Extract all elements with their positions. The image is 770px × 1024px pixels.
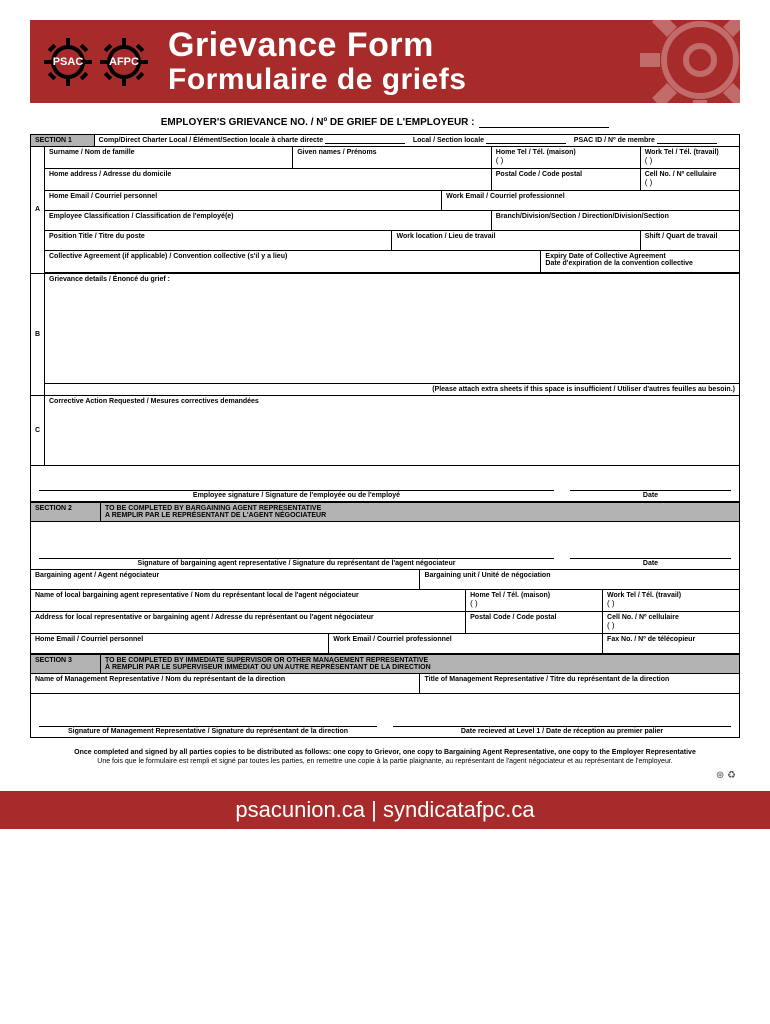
- footer-note: Once completed and signed by all parties…: [30, 748, 740, 766]
- s2-worktel-cell[interactable]: Work Tel / Tél. (travail)( ): [603, 590, 740, 612]
- footer-note-line2: Une fois que le formulaire est rempli et…: [30, 757, 740, 766]
- position-cell[interactable]: Position Title / Titre du poste: [45, 231, 392, 251]
- attach-note: (Please attach extra sheets if this spac…: [45, 384, 740, 396]
- expiry-cell[interactable]: Expiry Date of Collective Agreement Date…: [541, 251, 740, 273]
- section1-label: SECTION 1: [31, 135, 95, 147]
- section3-heading: TO BE COMPLETED BY IMMEDIATE SUPERVISOR …: [101, 655, 740, 674]
- mgmt-date-line[interactable]: Date recieved at Level 1 / Date de récep…: [393, 726, 731, 735]
- s2-homeemail-cell[interactable]: Home Email / Courriel personnel: [31, 634, 329, 654]
- section1b-table: B Grievance details / Énoncé du grief : …: [30, 273, 740, 502]
- s2-cell-cell[interactable]: Cell No. / Nº cellulaire( ): [603, 612, 740, 634]
- corrective-cell[interactable]: Corrective Action Requested / Mesures co…: [45, 396, 740, 466]
- barg-agent-cell[interactable]: Bargaining agent / Agent négociateur: [31, 570, 420, 590]
- barg-sig-line[interactable]: Signature of bargaining agent representa…: [39, 558, 554, 567]
- header-bar: PSAC AFPC Grievance Form Formulaire de g…: [30, 20, 740, 103]
- s2-workemail-cell[interactable]: Work Email / Courriel professionnel: [329, 634, 603, 654]
- workloc-cell[interactable]: Work location / Lieu de travail: [392, 231, 640, 251]
- employer-grievance-label: EMPLOYER'S GRIEVANCE NO. / Nº DE GRIEF D…: [161, 117, 475, 128]
- section1-toprow: Comp/Direct Charter Local / Élément/Sect…: [94, 135, 739, 147]
- logo-area: PSAC AFPC: [42, 36, 150, 88]
- charter-label: Comp/Direct Charter Local / Élément/Sect…: [99, 137, 323, 144]
- empclass-cell[interactable]: Employee Classification / Classification…: [45, 211, 492, 231]
- header-titles: Grievance Form Formulaire de griefs: [168, 28, 466, 95]
- surname-cell[interactable]: Surname / Nom de famille: [45, 147, 293, 169]
- psac-badge: PSAC: [42, 36, 94, 88]
- afpc-badge: AFPC: [98, 36, 150, 88]
- footer-note-line1: Once completed and signed by all parties…: [30, 748, 740, 757]
- postal-cell[interactable]: Postal Code / Code postal: [491, 169, 640, 191]
- cell-cell[interactable]: Cell No. / Nº cellulaire( ): [640, 169, 739, 191]
- homeemail-cell[interactable]: Home Email / Courriel personnel: [45, 191, 442, 211]
- given-cell[interactable]: Given names / Prénoms: [293, 147, 492, 169]
- section2-table: SECTION 2 TO BE COMPLETED BY BARGAINING …: [30, 502, 740, 654]
- grievance-details-cell[interactable]: Grievance details / Énoncé du grief :: [45, 274, 740, 384]
- barg-date-line[interactable]: Date: [570, 558, 731, 567]
- title-en: Grievance Form: [168, 28, 466, 64]
- side-b: B: [31, 274, 45, 396]
- footer-bar: psacunion.ca | syndicatafpc.ca: [0, 791, 770, 829]
- s2-fax-cell[interactable]: Fax No. / Nº de télécopieur: [603, 634, 740, 654]
- title-fr: Formulaire de griefs: [168, 64, 466, 96]
- barg-unit-cell[interactable]: Bargaining unit / Unité de négociation: [420, 570, 740, 590]
- workemail-cell[interactable]: Work Email / Courriel professionnel: [442, 191, 740, 211]
- eco-icons: ⊛ ♻: [30, 770, 740, 781]
- section3-table: SECTION 3 TO BE COMPLETED BY IMMEDIATE S…: [30, 654, 740, 738]
- section2-label: SECTION 2: [31, 503, 101, 522]
- afpc-badge-text: AFPC: [109, 56, 139, 68]
- section3-label: SECTION 3: [31, 655, 101, 674]
- mgmt-sig-line[interactable]: Signature of Management Representative /…: [39, 726, 377, 735]
- gear-decor-icon: [630, 20, 740, 103]
- side-a: A: [31, 147, 45, 273]
- local-rep-cell[interactable]: Name of local bargaining agent represent…: [31, 590, 466, 612]
- s2-postal-cell[interactable]: Postal Code / Code postal: [466, 612, 603, 634]
- s2-hometel-cell[interactable]: Home Tel / Tél. (maison)( ): [466, 590, 603, 612]
- branch-cell[interactable]: Branch/Division/Section / Direction/Divi…: [491, 211, 739, 231]
- section2-heading: TO BE COMPLETED BY BARGAINING AGENT REPR…: [101, 503, 740, 522]
- local-label: Local / Section locale: [413, 137, 484, 144]
- side-c: C: [31, 396, 45, 466]
- section1-table: SECTION 1 Comp/Direct Charter Local / Él…: [30, 134, 740, 273]
- emp-sig-line[interactable]: Employee signature / Signature de l'empl…: [39, 490, 554, 499]
- employer-grievance-fill[interactable]: [479, 127, 609, 128]
- homeaddr-cell[interactable]: Home address / Adresse du domicile: [45, 169, 492, 191]
- worktel-cell[interactable]: Work Tel / Tél. (travail)( ): [640, 147, 739, 169]
- shift-cell[interactable]: Shift / Quart de travail: [640, 231, 739, 251]
- psacid-label: PSAC ID / Nº de membre: [574, 137, 655, 144]
- employer-grievance-line: EMPLOYER'S GRIEVANCE NO. / Nº DE GRIEF D…: [30, 117, 740, 128]
- s2-addr-cell[interactable]: Address for local representative or barg…: [31, 612, 466, 634]
- psac-badge-text: PSAC: [53, 56, 84, 68]
- emp-date-line[interactable]: Date: [570, 490, 731, 499]
- hometel-cell[interactable]: Home Tel / Tél. (maison)( ): [491, 147, 640, 169]
- collective-cell[interactable]: Collective Agreement (if applicable) / C…: [45, 251, 541, 273]
- mgmt-title-cell[interactable]: Title of Management Representative / Tit…: [420, 674, 740, 694]
- mgmt-name-cell[interactable]: Name of Management Representative / Nom …: [31, 674, 420, 694]
